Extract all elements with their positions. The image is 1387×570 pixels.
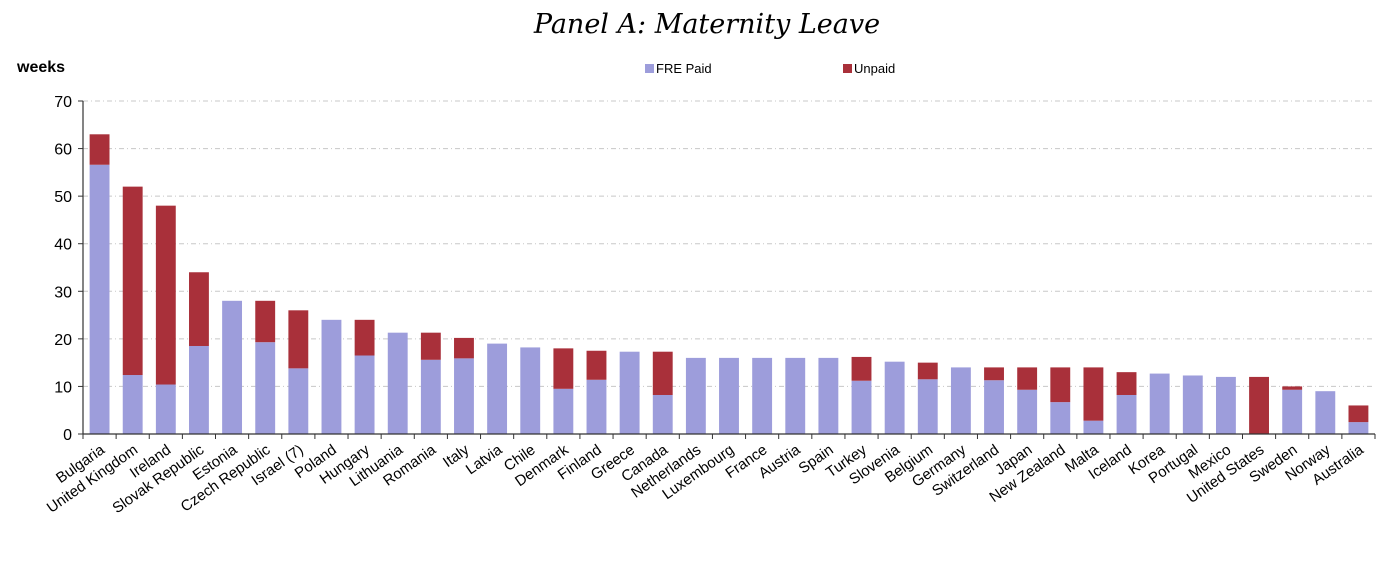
bar-unpaid xyxy=(255,300,276,343)
legend-swatch-unpaid xyxy=(843,64,852,73)
bar-unpaid xyxy=(652,351,673,395)
bar-fre-paid xyxy=(851,380,872,434)
bar-fre-paid xyxy=(1215,376,1236,434)
bar-fre-paid xyxy=(387,332,408,434)
y-tick-label: 30 xyxy=(54,284,72,301)
x-category-label: Latvia xyxy=(463,441,506,478)
legend-label-unpaid: Unpaid xyxy=(854,61,895,76)
bar-fre-paid xyxy=(1348,422,1369,434)
bar-unpaid xyxy=(1083,367,1104,421)
bar-unpaid xyxy=(984,367,1004,381)
y-tick-label: 50 xyxy=(54,189,72,206)
bar-unpaid xyxy=(851,356,872,381)
bar-fre-paid xyxy=(586,379,607,434)
bar-fre-paid xyxy=(1116,394,1137,434)
bar-fre-paid xyxy=(222,300,243,434)
bar-unpaid xyxy=(1050,367,1071,403)
bar-fre-paid xyxy=(1182,375,1203,434)
bar-fre-paid xyxy=(122,375,143,434)
bar-fre-paid xyxy=(1083,420,1104,434)
legend-label-fre-paid: FRE Paid xyxy=(656,61,712,76)
bar-fre-paid xyxy=(553,388,574,434)
bar-fre-paid xyxy=(984,380,1004,434)
bar-fre-paid xyxy=(1017,389,1038,434)
y-axis-unit-label: weeks xyxy=(16,59,65,76)
bar-fre-paid xyxy=(752,357,773,434)
chart-title: Panel A: Maternity Leave xyxy=(533,9,880,40)
bar-fre-paid xyxy=(189,345,209,434)
bar-fre-paid xyxy=(719,357,739,434)
y-tick-label: 70 xyxy=(54,94,72,111)
bar-fre-paid xyxy=(354,355,375,434)
bar-fre-paid xyxy=(89,164,110,434)
y-tick-label: 20 xyxy=(54,332,72,349)
bar-fre-paid xyxy=(487,343,508,434)
bar-unpaid xyxy=(917,362,938,380)
bar-unpaid xyxy=(1116,372,1137,395)
bar-fre-paid xyxy=(884,361,905,434)
bar-fre-paid xyxy=(685,357,706,434)
bar-unpaid xyxy=(420,332,441,360)
bar-fre-paid xyxy=(155,384,176,434)
bar-fre-paid xyxy=(619,351,640,434)
bar-unpaid xyxy=(288,310,309,369)
bars xyxy=(89,134,1369,434)
axes xyxy=(82,101,1376,439)
bar-unpaid xyxy=(122,186,143,376)
bar-unpaid xyxy=(1017,367,1038,390)
bar-unpaid xyxy=(454,337,474,359)
bar-unpaid xyxy=(155,205,176,385)
bar-unpaid xyxy=(553,348,574,389)
bar-fre-paid xyxy=(1050,402,1071,434)
bar-fre-paid xyxy=(1315,391,1336,434)
legend-swatch-fre-paid xyxy=(645,64,654,73)
bar-fre-paid xyxy=(288,368,309,434)
bar-fre-paid xyxy=(420,359,441,434)
bar-unpaid xyxy=(354,319,375,356)
bar-unpaid xyxy=(1282,386,1303,390)
bar-fre-paid xyxy=(818,357,839,434)
bar-fre-paid xyxy=(520,347,541,434)
bar-fre-paid xyxy=(917,379,938,434)
bar-fre-paid xyxy=(1282,389,1303,434)
bar-fre-paid xyxy=(1149,373,1170,434)
gridlines xyxy=(83,100,1375,387)
bar-unpaid xyxy=(1249,376,1269,434)
bar-fre-paid xyxy=(321,319,342,434)
y-axis-ticks: 0 10 20 30 40 50 60 70 xyxy=(54,94,83,444)
bar-unpaid xyxy=(1348,405,1369,423)
bar-unpaid xyxy=(89,134,110,165)
bar-fre-paid xyxy=(785,357,806,434)
legend: FRE Paid Unpaid xyxy=(645,61,895,76)
bar-unpaid xyxy=(586,350,607,380)
bar-fre-paid xyxy=(652,394,673,434)
y-tick-label: 0 xyxy=(63,427,72,444)
bar-unpaid xyxy=(189,272,209,346)
bar-fre-paid xyxy=(454,358,474,434)
y-tick-label: 60 xyxy=(54,142,72,159)
y-tick-label: 10 xyxy=(54,379,72,396)
bar-fre-paid xyxy=(255,342,276,434)
bar-fre-paid xyxy=(950,367,971,434)
y-tick-label: 40 xyxy=(54,237,72,254)
